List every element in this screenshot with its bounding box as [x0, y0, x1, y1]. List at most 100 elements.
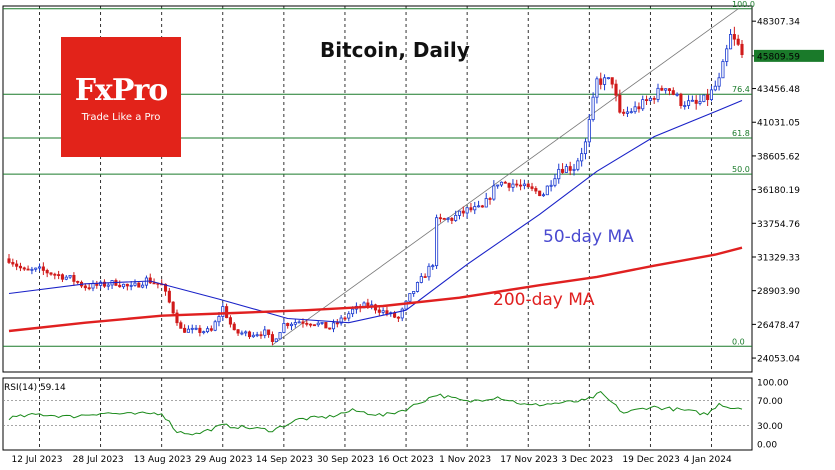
candle-body [694, 99, 698, 104]
candle-body [320, 322, 324, 324]
candle-body [591, 96, 595, 121]
candle-body [366, 302, 370, 307]
candle-body [580, 153, 584, 162]
candle-body [610, 77, 614, 85]
date-tick-label: 28 Jul 2023 [73, 455, 124, 465]
candle-body [679, 93, 683, 106]
candle-body [572, 168, 576, 171]
candle-body [675, 93, 679, 96]
candle-body [438, 217, 442, 220]
price-tick-label: 24053.04 [757, 355, 800, 365]
rsi-pane: 100.00 70.00 30.00 0.00 [2, 377, 789, 451]
candle-body [469, 207, 473, 211]
candle-body [347, 313, 351, 319]
candle-body [465, 207, 469, 214]
candle-body [209, 328, 213, 331]
logo-name: FxPro [74, 73, 169, 108]
rsi-label: RSI(14) 59.14 [4, 383, 66, 393]
candle-body [183, 327, 187, 333]
date-tick-label: 17 Nov 2023 [500, 455, 558, 465]
candle-body [645, 99, 649, 101]
candle-body [351, 308, 355, 315]
candle-body [557, 168, 561, 180]
candle-body [564, 166, 568, 173]
candle-body [614, 83, 618, 96]
candle-body [60, 274, 64, 280]
candle-body [496, 184, 500, 187]
candle-body [667, 88, 672, 91]
candle-body [293, 322, 297, 325]
candle-body [49, 272, 53, 275]
candle-body [106, 284, 110, 287]
date-tick-label: 30 Sep 2023 [317, 455, 374, 465]
candle-body [606, 77, 610, 80]
candle-body [629, 111, 633, 114]
candle-body [396, 316, 400, 319]
candle-body [595, 78, 599, 98]
candle-body [68, 274, 72, 278]
rsi-tick-label: 0.00 [757, 441, 777, 451]
candle-body [427, 265, 431, 278]
price-tick-label: 41031.05 [757, 119, 800, 129]
candle-body [545, 185, 549, 196]
candle-body [45, 270, 49, 274]
candle-body [415, 282, 420, 292]
candle-body [408, 293, 412, 302]
candle-body [740, 43, 744, 56]
date-tick-label: 16 Oct 2023 [378, 455, 434, 465]
candle-body [671, 90, 675, 95]
candle-body [232, 323, 236, 331]
candle-body [282, 323, 286, 333]
fib-level-label: 100.0 [732, 0, 755, 9]
fib-level-label: 0.0 [732, 337, 745, 346]
price-tick-label: 48307.34 [757, 18, 800, 28]
candle-body [641, 99, 645, 110]
candle-body [526, 183, 530, 188]
candle-body [599, 78, 603, 85]
candle-body [236, 329, 240, 334]
candle-body [305, 322, 309, 325]
candle-body [240, 332, 244, 335]
candle-body [247, 331, 252, 338]
candle-body [18, 265, 22, 269]
candle-body [7, 258, 11, 263]
candle-body [660, 87, 664, 91]
candle-body [683, 105, 687, 107]
candle-body [274, 338, 278, 342]
candle-body [648, 97, 652, 101]
date-tick-label: 4 Jan 2024 [683, 455, 731, 465]
candle-body [687, 100, 691, 106]
candle-body [377, 309, 381, 313]
candle-body [721, 61, 725, 79]
candle-body [37, 266, 42, 269]
candle-body [129, 284, 133, 287]
candle-body [637, 106, 641, 110]
candle-body [534, 188, 538, 192]
rsi-frame [2, 377, 753, 451]
candle-body [725, 48, 729, 62]
candle-body [251, 334, 255, 338]
candle-body [87, 287, 91, 290]
fxpro-logo: FxPro Trade Like a Pro [61, 37, 181, 157]
candle-body [450, 217, 454, 221]
candle-body [167, 290, 171, 303]
rsi-tick-label: 30.00 [757, 422, 783, 432]
candle-body [190, 327, 194, 330]
candle-body [423, 276, 427, 278]
candle-body [625, 111, 630, 114]
candle-body [91, 283, 95, 289]
candle-body [381, 310, 385, 313]
candle-body [121, 283, 126, 288]
candle-body [179, 322, 183, 329]
candle-body [53, 273, 57, 276]
candle-body [431, 265, 435, 268]
candle-body [152, 282, 156, 285]
candle-body [148, 277, 152, 284]
candle-body [622, 111, 626, 114]
fib-level-label: 50.0 [732, 165, 750, 174]
ma50-label: 50-day MA [543, 227, 634, 247]
candle-body [568, 166, 572, 171]
candle-body [221, 306, 225, 317]
date-tick-label: 19 Dec 2023 [622, 455, 680, 465]
